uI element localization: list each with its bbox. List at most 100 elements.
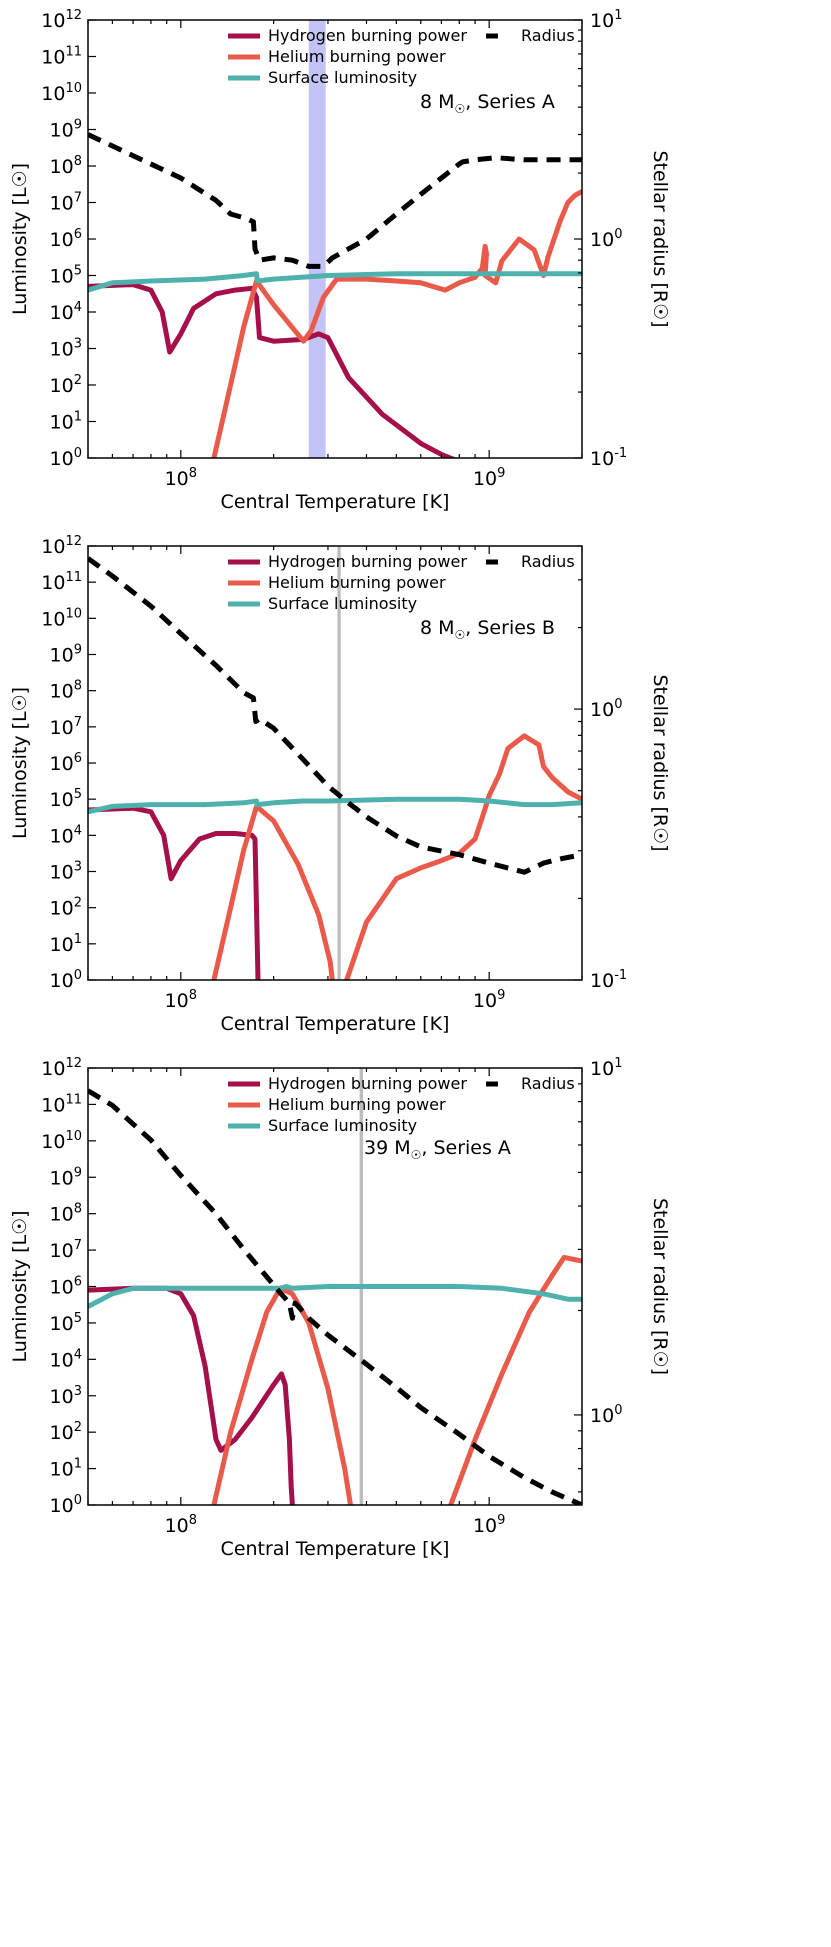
legend-label-helium: Helium burning power [268,1095,446,1114]
y-tick-label: 109 [50,118,82,142]
x-tick-label: 109 [473,988,505,1012]
plot-area [88,546,582,980]
series-helium-line-segment-2 [448,1254,582,1505]
y-tick-label: 107 [50,715,82,739]
y2-tick-label: 100 [590,697,622,721]
panel-annotation: 8 M☉, Series B [420,617,555,642]
x-tick-label: 109 [473,466,505,490]
y-tick-label: 106 [50,751,82,775]
y-axis-label: Luminosity [L☉] [9,687,31,839]
series-helium-line [211,189,582,458]
legend-label-radius: Radius [521,552,575,571]
highlight-band [308,20,326,458]
y-tick-label: 103 [50,860,82,884]
series-helium-line-segment-2 [344,733,582,980]
series-helium-line [211,1285,353,1505]
chart-panel-1: 100 101 102 103 104 105 106 107 108 109 1010 1011 10… [9,8,671,513]
y2-axis-label: Stellar radius [R☉] [649,150,671,327]
y-axis-label: Luminosity [L☉] [9,163,31,315]
legend-label-hydrogen: Hydrogen burning power [268,1074,467,1093]
y-tick-label: 100 [50,968,82,992]
y-tick-label: 101 [50,1457,82,1481]
series-surface-line [88,271,582,293]
y-tick-label: 102 [50,896,82,920]
series-helium-line [211,803,335,980]
legend-label-helium: Helium burning power [268,573,446,592]
y-tick-label: 109 [50,1165,82,1189]
y-tick-label: 103 [50,337,82,361]
y-tick-label: 104 [50,300,82,324]
y-tick-label: 1012 [41,8,82,32]
series-radius-line [88,1088,582,1505]
y-tick-label: 1010 [41,606,82,630]
y-tick-label: 108 [50,679,82,703]
y-tick-label: 104 [50,823,82,847]
y2-axis-label: Stellar radius [R☉] [649,1198,671,1375]
series-hydrogen-line [88,805,261,980]
y-tick-label: 105 [50,787,82,811]
series-radius-line [88,556,582,875]
y-tick-label: 1012 [41,534,82,558]
chart-panel-3: 100 101 102 103 104 105 106 107 108 109 1010 1011 10… [9,1056,671,1560]
legend-label-surface: Surface luminosity [268,1116,417,1135]
highlight-band [337,546,341,980]
y-tick-label: 1011 [41,1092,82,1116]
y-tick-label: 103 [50,1384,82,1408]
y-tick-label: 102 [50,373,82,397]
x-tick-label: 108 [165,1513,197,1537]
y-tick-label: 104 [50,1347,82,1371]
y-tick-label: 105 [50,264,82,288]
series-surface-line [88,1284,582,1309]
y-axis-label: Luminosity [L☉] [9,1210,31,1362]
legend: Hydrogen burning power Helium burning pow… [228,552,575,613]
legend-label-surface: Surface luminosity [268,68,417,87]
y2-tick-label: 101 [590,8,622,32]
x-tick-label: 108 [165,466,197,490]
y-tick-label: 106 [50,227,82,251]
y-tick-label: 107 [50,191,82,215]
y-tick-label: 109 [50,643,82,667]
legend: Hydrogen burning power Helium burning pow… [228,26,575,87]
y2-tick-label: 101 [590,1056,622,1080]
y-tick-label: 1010 [41,81,82,105]
x-tick-label: 108 [165,988,197,1012]
series-hydrogen-line [88,282,458,458]
y-tick-label: 100 [50,1493,82,1517]
x-tick-label: 109 [473,1513,505,1537]
y-tick-label: 1010 [41,1129,82,1153]
legend-label-hydrogen: Hydrogen burning power [268,552,467,571]
y2-tick-label: 100 [590,227,622,251]
panel-annotation: 8 M☉, Series A [420,91,555,116]
y-tick-label: 1011 [41,570,82,594]
y-tick-label: 108 [50,1202,82,1226]
y-tick-label: 102 [50,1420,82,1444]
y-tick-label: 106 [50,1275,82,1299]
y2-tick-label: 10-1 [590,968,627,992]
panel-annotation: 39 M☉, Series A [364,1137,511,1162]
series-surface-line [88,796,582,815]
y-tick-label: 107 [50,1238,82,1262]
plot-area [88,20,582,458]
series-radius-line [88,132,582,269]
legend: Hydrogen burning power Helium burning pow… [228,1074,575,1135]
legend-label-helium: Helium burning power [268,47,446,66]
y-tick-label: 101 [50,410,82,434]
plot-area [88,1068,582,1505]
y2-tick-label: 10-1 [590,446,627,470]
x-axis-label: Central Temperature [K] [221,1538,450,1560]
y-tick-label: 1012 [41,1056,82,1080]
y-tick-label: 100 [50,446,82,470]
y-tick-label: 1011 [41,45,82,69]
y-tick-label: 105 [50,1311,82,1335]
legend-label-surface: Surface luminosity [268,594,417,613]
y2-tick-label: 100 [590,1403,622,1427]
legend-label-hydrogen: Hydrogen burning power [268,26,467,45]
y-tick-label: 101 [50,932,82,956]
x-axis-label: Central Temperature [K] [221,1013,450,1035]
chart-panel-2: 100 101 102 103 104 105 106 107 108 109 1010 1011 10… [9,534,671,1035]
y-tick-label: 108 [50,154,82,178]
y2-axis-label: Stellar radius [R☉] [649,674,671,851]
x-axis-label: Central Temperature [K] [221,491,450,513]
legend-label-radius: Radius [521,26,575,45]
